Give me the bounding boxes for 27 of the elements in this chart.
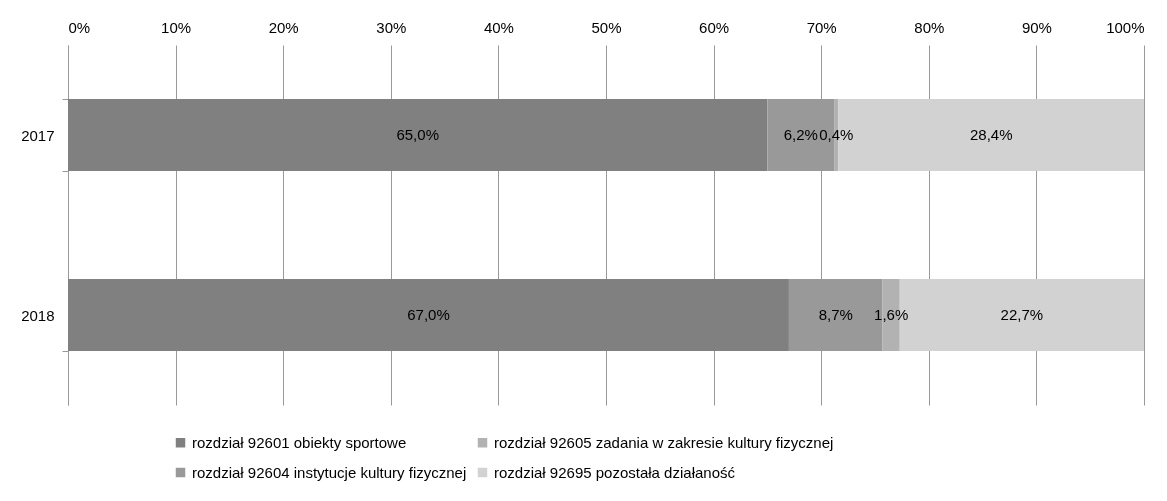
legend-label: rozdział 92604 instytucje kultury fizycznej bbox=[192, 463, 467, 481]
data-label: 67,0% bbox=[407, 306, 450, 323]
data-label: 65,0% bbox=[396, 126, 439, 143]
x-tick-label: 90% bbox=[1021, 18, 1052, 36]
x-tick-label: 10% bbox=[161, 18, 192, 36]
data-label: 22,7% bbox=[1000, 306, 1044, 323]
x-tick-label: 40% bbox=[483, 18, 514, 36]
legend-label: rozdział 92605 zadania w zakresie kultury fizycznej bbox=[494, 433, 834, 451]
data-label: 0,4% bbox=[819, 126, 854, 143]
x-tick-label: 80% bbox=[914, 18, 945, 36]
data-label: 8,7% bbox=[818, 306, 853, 323]
x-tick-label: 70% bbox=[806, 18, 837, 36]
x-tick-label: 60% bbox=[699, 18, 730, 36]
x-tick-label: 20% bbox=[268, 18, 299, 36]
data-label: 1,6% bbox=[874, 306, 909, 323]
x-tick-label: 30% bbox=[376, 18, 407, 36]
y-tick-label: 2018 bbox=[21, 306, 55, 324]
bar bbox=[68, 99, 768, 171]
data-label: 6,2% bbox=[783, 126, 818, 143]
x-tick-label: 0% bbox=[68, 18, 91, 36]
x-tick-label: 100% bbox=[1106, 18, 1145, 36]
legend-label: rozdział 92601 obiekty sportowe bbox=[192, 433, 407, 451]
legend-label: rozdział 92695 pozostała działaność bbox=[494, 463, 736, 481]
x-tick-label: 50% bbox=[591, 18, 622, 36]
y-tick-label: 2017 bbox=[21, 126, 55, 144]
bar bbox=[68, 279, 789, 351]
data-label: 28,4% bbox=[969, 126, 1013, 143]
